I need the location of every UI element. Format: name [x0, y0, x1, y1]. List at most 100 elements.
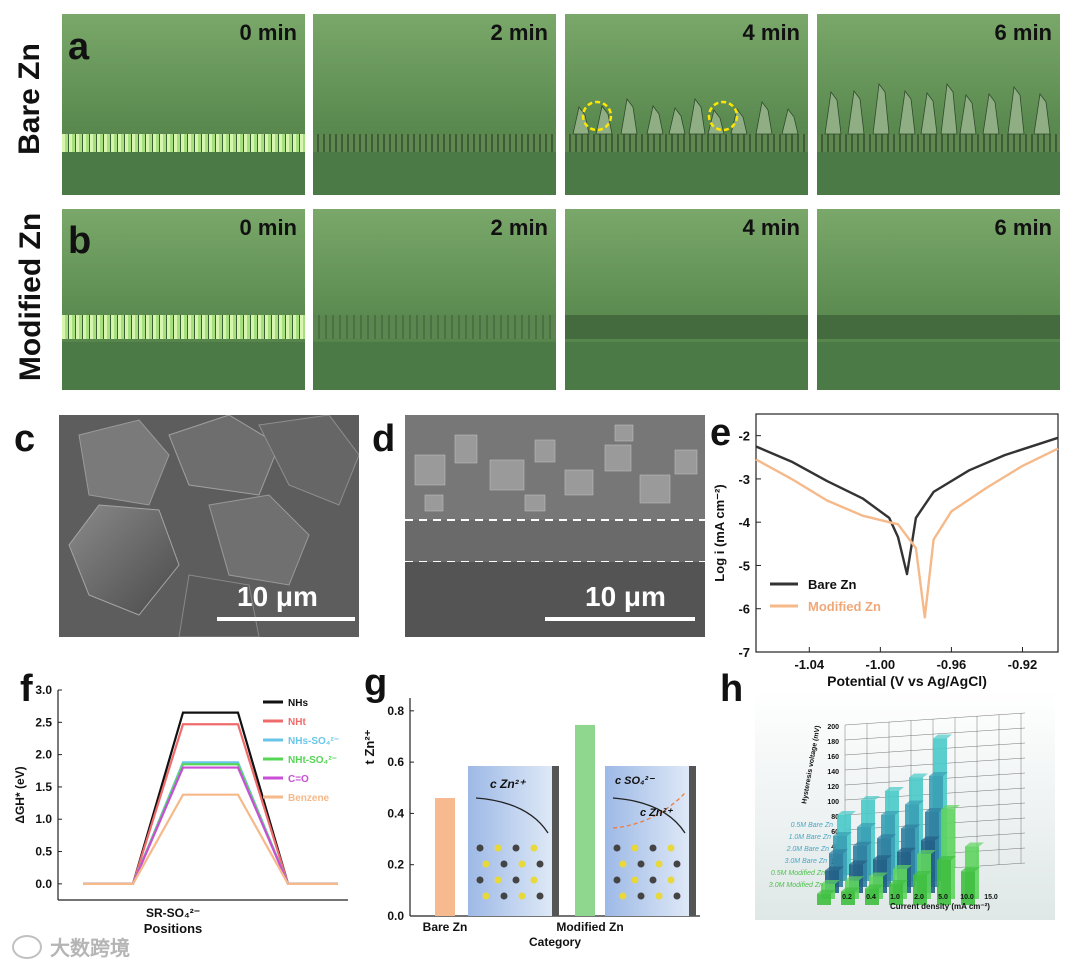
z-tick-label: 100 — [827, 799, 839, 806]
x-axis-label-1: SR-SO₄²⁻ — [146, 906, 200, 920]
y-tick-label: 0.0 — [387, 909, 404, 923]
bar3d-5-0 — [817, 893, 831, 905]
bar3d-top — [897, 847, 916, 852]
ion-dot — [655, 860, 663, 868]
y-tick-label: 3.0 — [35, 683, 52, 697]
highlight-circle — [707, 100, 739, 132]
bar3d-top — [965, 842, 984, 847]
y-tick-label: 2.5 — [35, 715, 52, 729]
x-tick-label: -0.96 — [937, 657, 967, 672]
x-tick-label: -0.92 — [1008, 657, 1038, 672]
watermark: 大数跨境 — [12, 932, 130, 961]
optical-image-mod-2: 4 min — [565, 209, 808, 390]
zn-electrode-layer — [62, 315, 305, 339]
ion-dot — [637, 860, 645, 868]
zn-electrode-layer — [817, 315, 1060, 339]
zn-substrate — [62, 152, 305, 195]
row-label-bare-zn: Bare Zn — [13, 43, 46, 155]
ion-dot — [619, 860, 627, 868]
y-axis-label: ΔGH* (eV) — [13, 766, 27, 823]
panel-label-f: f — [20, 668, 33, 710]
y-tick-label: 2.0 — [35, 748, 52, 762]
x-tick-label: -1.04 — [794, 657, 824, 672]
legend-label-5: 3.0M Modified Zn — [769, 882, 823, 889]
bar3d-top — [905, 800, 924, 805]
dendrite — [595, 105, 613, 135]
chart-g-transference: 0.0 0.2 0.4 0.6 0.8 t Zn²⁺ Bare Zn Modified ZnC… — [362, 698, 700, 949]
bar3d-top — [869, 872, 888, 877]
dendrite — [872, 82, 890, 135]
y-tick-label: -6 — [738, 602, 750, 617]
y-tick-label: -2 — [738, 429, 750, 444]
ion-dot — [476, 844, 484, 852]
bar3d-top — [933, 734, 952, 739]
x-tick-label: 10.0 — [960, 894, 974, 901]
x-tick-label: 0.4 — [866, 894, 876, 901]
ion-dot — [536, 860, 544, 868]
ion-dot — [518, 860, 526, 868]
dendrite — [572, 106, 590, 135]
y-tick-label: 0.0 — [35, 877, 52, 891]
zn-substrate — [565, 152, 808, 195]
energy-path-5 — [83, 793, 338, 885]
bar3d-top — [929, 772, 948, 776]
bar3d-top — [821, 880, 840, 884]
bar3d-top — [865, 884, 884, 889]
dendrite-overlay — [824, 82, 1051, 135]
bar3d-top — [909, 773, 928, 778]
zn-substrate — [817, 342, 1060, 390]
bar3d-top — [845, 876, 864, 881]
highlight-circle — [581, 100, 613, 132]
z-tick-label: 80 — [831, 814, 839, 821]
bar3d-top — [889, 880, 908, 884]
x-tick-label: -1.00 — [866, 657, 896, 672]
optical-image-bare-0: 0 min — [62, 14, 305, 195]
panel-label-d: d — [372, 418, 396, 460]
y-tick-label: 0.4 — [387, 806, 404, 820]
bar3d-top — [837, 811, 856, 815]
bar3d-top — [901, 824, 920, 829]
scale-bar-c — [217, 617, 355, 621]
z-tick-label: 200 — [827, 724, 839, 731]
sem-image-c: 10 μm — [59, 415, 359, 637]
bar3d-5-2 — [865, 888, 879, 905]
ion-dot — [482, 860, 490, 868]
zn-electrode-layer — [313, 315, 556, 339]
zn-electrode-layer — [817, 134, 1060, 152]
time-label: 4 min — [742, 215, 800, 240]
bar3d-top — [885, 787, 904, 791]
optical-image-mod-3: 6 min — [817, 209, 1060, 390]
bar3d-top — [893, 865, 912, 869]
dendrite — [707, 109, 725, 135]
legend-label-2: 2.0M Bare Zn — [786, 846, 830, 853]
ion-dot — [482, 892, 490, 900]
legend-label-0: Bare Zn — [808, 577, 856, 592]
series-line-1 — [755, 447, 1059, 619]
legend-label-3: 3.0M Bare Zn — [785, 858, 828, 865]
grid-line — [844, 727, 1026, 741]
dendrite — [982, 92, 1000, 135]
legend-label-1: 1.0M Bare Zn — [789, 834, 832, 841]
panel-label-g: g — [364, 662, 388, 704]
x-axis-label: Potential (V vs Ag/AgCl) — [827, 673, 987, 689]
legend-label-5: Benzene — [288, 793, 330, 804]
ion-dot — [631, 844, 639, 852]
dendrite — [730, 108, 748, 135]
time-label: 2 min — [490, 215, 548, 240]
time-label: 6 min — [994, 215, 1052, 240]
bar3d-5-5 — [937, 860, 951, 905]
bar3d-top — [921, 836, 940, 841]
y-tick-label: -5 — [738, 558, 750, 573]
zn-electrode-layer — [565, 134, 808, 152]
z-tick-label: 140 — [827, 769, 839, 776]
optical-image-bare-3: 6 min — [817, 14, 1060, 195]
inset-curve-0 — [475, 797, 549, 834]
panel-label-h: h — [720, 668, 744, 710]
bar3d-5-1 — [841, 891, 855, 905]
legend-label-4: 0.5M Modified Zn — [771, 870, 825, 877]
bar3d-top — [833, 832, 852, 836]
y-tick-label: 0.6 — [387, 755, 404, 769]
ion-dot — [530, 876, 538, 884]
x-tick-label: 0.2 — [842, 894, 852, 901]
zn-substrate — [62, 342, 305, 390]
